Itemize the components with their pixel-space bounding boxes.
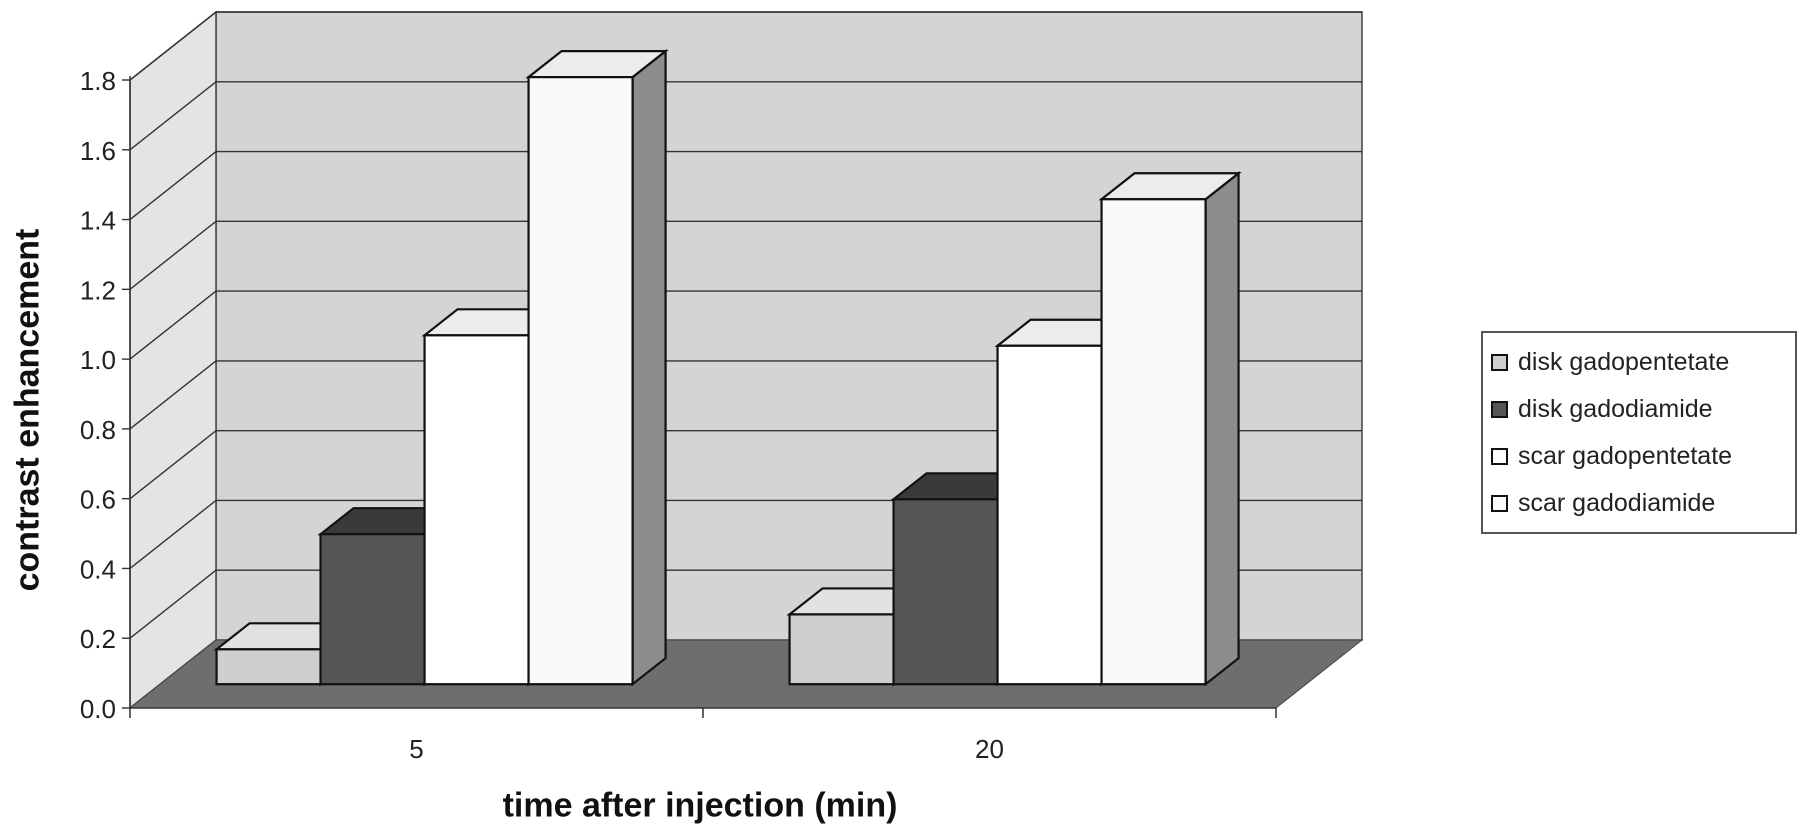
legend-swatch [1491,448,1508,465]
y-tick-label: 0.6 [80,485,116,515]
y-axis-title: contrast enhancement [8,228,47,592]
y-tick-label: 0.4 [80,554,116,584]
legend-label: disk gadodiamide [1518,395,1713,423]
legend-item: scar gadopentetate [1491,433,1795,480]
y-tick-label: 0.2 [80,624,116,654]
gridline [129,11,1362,81]
bar [215,648,322,686]
x-tick-label: 20 [975,734,1004,764]
legend-swatch [1491,401,1508,418]
legend-label: scar gadopentetate [1518,442,1733,470]
legend-label: disk gadopentetate [1518,348,1730,376]
y-tick-label: 1.8 [80,66,116,96]
gridline [129,360,1362,430]
x-axis-title: time after injection (min) [502,786,898,825]
y-tick-label: 1.4 [80,206,116,236]
bar [788,613,895,686]
bar [423,334,530,686]
bar-side [1204,170,1240,687]
legend: disk gadopentetate disk gadodiamide scar… [1481,331,1797,534]
legend-swatch [1491,495,1508,512]
gridline [129,429,1362,500]
legend-item: disk gadopentetate [1491,339,1795,386]
y-tick-label: 0.8 [80,415,116,445]
legend-item: disk gadodiamide [1491,386,1795,433]
y-tick-label: 1.6 [80,136,116,166]
bar [1100,198,1207,686]
bar [319,533,426,686]
bar-side [631,48,667,687]
y-tick-label: 0.0 [80,694,116,724]
bar [892,498,999,686]
bar [996,344,1103,686]
gridline [129,220,1362,290]
gridline [129,81,1362,151]
legend-swatch [1491,354,1508,371]
y-tick-label: 1.2 [80,275,116,305]
gridline [129,290,1362,360]
bar [527,76,634,686]
gridline [129,150,1362,221]
y-tick-label: 1.0 [80,345,116,375]
legend-item: scar gadodiamide [1491,480,1795,527]
legend-label: scar gadodiamide [1518,489,1716,517]
x-tick-label: 5 [409,734,423,764]
